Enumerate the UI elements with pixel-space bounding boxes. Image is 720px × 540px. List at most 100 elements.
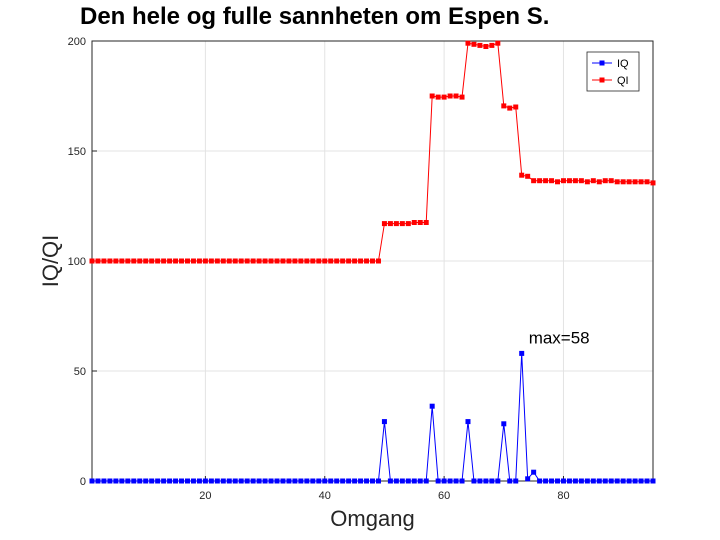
data-point-qi: [375, 258, 381, 264]
data-point-qi: [453, 93, 459, 99]
data-point-iq: [626, 478, 632, 484]
data-point-qi: [405, 221, 411, 227]
data-point-qi: [173, 258, 179, 264]
data-point-qi: [340, 258, 346, 264]
data-point-iq: [131, 478, 137, 484]
data-point-qi: [519, 172, 525, 178]
data-point-qi: [220, 258, 226, 264]
data-point-qi: [477, 42, 483, 48]
y-tick-label: 100: [68, 256, 86, 268]
data-point-qi: [489, 42, 495, 48]
data-point-qi: [250, 258, 256, 264]
data-point-iq: [555, 478, 561, 484]
data-point-iq: [286, 478, 292, 484]
data-point-qi: [208, 258, 214, 264]
data-point-iq: [107, 478, 113, 484]
data-point-iq: [101, 478, 107, 484]
data-point-iq: [620, 478, 626, 484]
data-point-qi: [113, 258, 119, 264]
data-point-iq: [149, 478, 155, 484]
data-point-qi: [262, 258, 268, 264]
series-layer: [89, 40, 656, 484]
data-point-iq: [89, 478, 95, 484]
data-point-qi: [89, 258, 95, 264]
data-point-iq: [489, 478, 495, 484]
data-point-iq: [298, 478, 304, 484]
data-point-qi: [202, 258, 208, 264]
data-point-qi: [513, 104, 519, 110]
data-point-iq: [328, 478, 334, 484]
data-point-qi: [447, 93, 453, 99]
data-point-qi: [364, 258, 370, 264]
data-point-qi: [101, 258, 107, 264]
data-point-qi: [292, 258, 298, 264]
data-point-qi: [184, 258, 190, 264]
data-point-iq: [519, 350, 525, 356]
data-point-iq: [334, 478, 340, 484]
data-point-qi: [352, 258, 358, 264]
y-tick-label: 150: [68, 146, 86, 158]
data-point-qi: [143, 258, 149, 264]
legend-label-qi: QI: [617, 75, 629, 87]
data-point-iq: [525, 476, 531, 482]
data-point-qi: [465, 40, 471, 46]
data-point-qi: [370, 258, 375, 264]
data-point-qi: [149, 258, 155, 264]
data-point-iq: [196, 478, 202, 484]
data-point-qi: [531, 178, 537, 184]
data-point-iq: [590, 478, 596, 484]
data-point-iq: [596, 478, 602, 484]
data-point-iq: [560, 478, 566, 484]
data-point-qi: [435, 94, 441, 100]
data-point-qi: [358, 258, 364, 264]
data-point-iq: [155, 478, 161, 484]
data-point-qi: [95, 258, 101, 264]
data-point-iq: [513, 478, 519, 484]
data-point-qi: [483, 44, 489, 49]
data-point-qi: [196, 258, 202, 264]
data-point-iq: [358, 478, 364, 484]
data-point-iq: [471, 478, 477, 484]
data-point-iq: [572, 478, 578, 484]
data-point-qi: [549, 178, 555, 184]
data-point-iq: [549, 478, 555, 484]
data-point-iq: [346, 478, 352, 484]
data-point-iq: [632, 478, 638, 484]
data-point-iq: [238, 478, 244, 484]
data-point-qi: [620, 179, 626, 185]
data-point-iq: [352, 478, 358, 484]
data-point-iq: [214, 478, 220, 484]
data-point-iq: [507, 478, 513, 484]
data-point-qi: [190, 258, 196, 264]
data-point-qi: [590, 178, 596, 184]
data-point-iq: [364, 478, 370, 484]
data-point-iq: [179, 478, 185, 484]
data-point-iq: [566, 478, 572, 484]
data-point-qi: [328, 258, 334, 264]
data-point-iq: [578, 478, 584, 484]
legend: IQ QI: [586, 51, 640, 92]
data-point-iq: [173, 478, 179, 484]
data-point-iq: [202, 478, 208, 484]
data-point-qi: [119, 258, 125, 264]
data-point-qi: [179, 258, 185, 264]
data-point-qi: [566, 178, 572, 184]
data-point-qi: [226, 258, 232, 264]
data-point-qi: [244, 258, 250, 264]
data-point-iq: [477, 478, 483, 484]
data-point-iq: [125, 478, 131, 484]
data-point-qi: [238, 258, 244, 264]
data-point-qi: [399, 221, 405, 227]
data-point-iq: [268, 478, 274, 484]
data-point-iq: [381, 419, 387, 425]
data-point-qi: [608, 178, 614, 184]
data-point-qi: [381, 221, 387, 227]
data-point-qi: [459, 94, 465, 100]
data-point-qi: [310, 258, 316, 264]
data-point-qi: [131, 258, 137, 264]
data-point-qi: [417, 220, 423, 225]
data-point-iq: [310, 478, 316, 484]
data-point-iq: [393, 478, 399, 484]
data-point-qi: [214, 258, 220, 264]
